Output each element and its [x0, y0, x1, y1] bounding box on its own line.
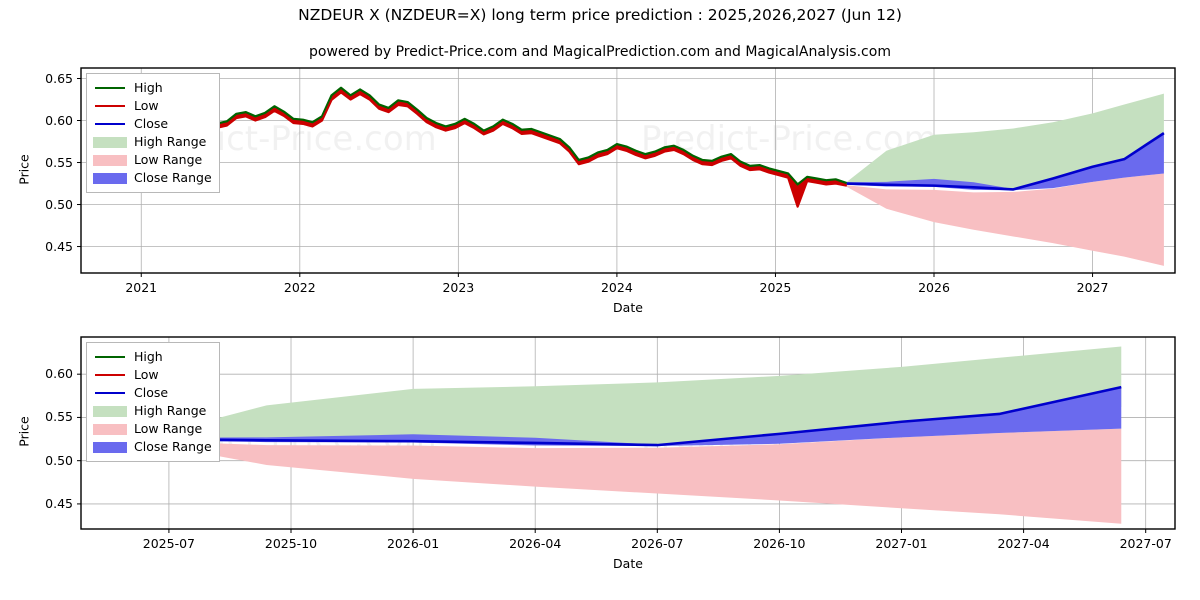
legend-item-label: Low Range — [134, 420, 203, 436]
y-axis-tick-label: 0.55 — [45, 154, 73, 170]
legend-swatch-icon — [93, 387, 127, 399]
legend-swatch-icon — [93, 351, 127, 363]
top-plot-frame — [80, 67, 1176, 274]
bottom-legend: High Low Close High Range Low Range Close Ran… — [86, 342, 220, 462]
y-axis-tick-label: 0.50 — [45, 452, 73, 468]
y-axis-tick-label: 0.65 — [45, 70, 73, 86]
x-axis-tick-label: 2026-01 — [386, 536, 440, 551]
y-axis-title: Price — [16, 416, 32, 447]
y-axis-tick-label: 0.60 — [45, 112, 73, 128]
y-axis-tick-label: 0.45 — [45, 495, 73, 511]
legend-item-label: Close Range — [134, 169, 212, 185]
bottom-tick-marks — [77, 373, 1147, 533]
legend-swatch-icon — [93, 100, 127, 112]
low-range-band — [144, 428, 1122, 524]
legend-item-low[interactable]: Low — [93, 366, 212, 384]
top-tick-marks — [77, 78, 1094, 277]
x-axis-title: Date — [613, 556, 643, 571]
x-axis-tick-label: 2024 — [600, 280, 633, 295]
x-axis-tick-label: 2025 — [759, 280, 792, 295]
legend-swatch-icon — [93, 82, 127, 94]
x-axis-tick-label: 2026-10 — [753, 536, 806, 551]
legend-swatch-icon — [93, 172, 127, 184]
legend-item-high[interactable]: High — [93, 348, 212, 366]
low-range-band — [846, 173, 1164, 266]
y-axis-tick-label: 0.60 — [45, 366, 73, 382]
legend-item-label: High Range — [134, 402, 207, 418]
x-axis-tick-label: 2023 — [442, 280, 475, 295]
legend-item-high-range[interactable]: High Range — [93, 133, 212, 151]
x-axis-tick-label: 2027-04 — [997, 536, 1050, 551]
y-axis-tick-label: 0.50 — [45, 196, 73, 212]
legend-item-close[interactable]: Close — [93, 384, 212, 402]
legend-item-high-range[interactable]: High Range — [93, 402, 212, 420]
page-subtitle: powered by Predict-Price.com and Magical… — [309, 44, 891, 60]
legend-item-close[interactable]: Close — [93, 115, 212, 133]
x-axis-tick-label: 2027 — [1076, 280, 1109, 295]
high-range-band — [846, 93, 1164, 190]
legend-item-label: Low — [134, 97, 159, 113]
x-axis-tick-label: 2025-10 — [264, 536, 318, 551]
legend-swatch-icon — [93, 405, 127, 417]
legend-swatch-icon — [93, 154, 127, 166]
legend-item-low-range[interactable]: Low Range — [93, 420, 212, 438]
y-axis-tick-label: 0.55 — [45, 409, 73, 425]
legend-item-low[interactable]: Low — [93, 97, 212, 115]
legend-swatch-icon — [93, 118, 127, 130]
x-axis-tick-label: 2021 — [125, 280, 158, 295]
legend-swatch-icon — [93, 136, 127, 148]
x-axis-tick-label: 2027-07 — [1119, 536, 1172, 551]
x-axis-tick-label: 2027-01 — [875, 536, 928, 551]
legend-swatch-icon — [93, 423, 127, 435]
legend-item-close-range[interactable]: Close Range — [93, 438, 212, 456]
close-price-line — [144, 385, 1122, 447]
legend-item-close-range[interactable]: Close Range — [93, 169, 212, 187]
x-axis-tick-label: 2026 — [918, 280, 950, 295]
legend-item-label: High — [134, 348, 163, 364]
x-axis-tick-label: 2022 — [283, 280, 316, 295]
legend-item-low-range[interactable]: Low Range — [93, 151, 212, 169]
legend-swatch-icon — [93, 369, 127, 381]
top-legend: High Low Close High Range Low Range Close Ran… — [86, 73, 220, 193]
x-axis-tick-label: 2026-07 — [631, 536, 684, 551]
close-price-line — [846, 132, 1165, 191]
high-range-band — [144, 346, 1122, 446]
legend-item-label: High — [134, 79, 163, 95]
bottom-plot-frame — [80, 336, 1176, 530]
legend-item-high[interactable]: High — [93, 79, 212, 97]
legend-item-label: Low Range — [134, 151, 203, 167]
x-axis-tick-label: 2025-07 — [142, 536, 196, 551]
close-range-band — [846, 133, 1164, 191]
legend-item-label: Low — [134, 366, 159, 382]
legend-item-label: Close Range — [134, 438, 212, 454]
y-axis-tick-label: 0.45 — [45, 238, 73, 254]
page-title: NZDEUR X (NZDEUR=X) long term price pred… — [298, 6, 902, 24]
legend-item-label: Close — [134, 115, 169, 131]
legend-item-label: High Range — [134, 133, 207, 149]
x-axis-tick-label: 2026-04 — [509, 536, 562, 551]
close-range-band — [144, 387, 1122, 446]
x-axis-title: Date — [613, 300, 643, 315]
legend-item-label: Close — [134, 384, 169, 400]
legend-swatch-icon — [93, 441, 127, 453]
